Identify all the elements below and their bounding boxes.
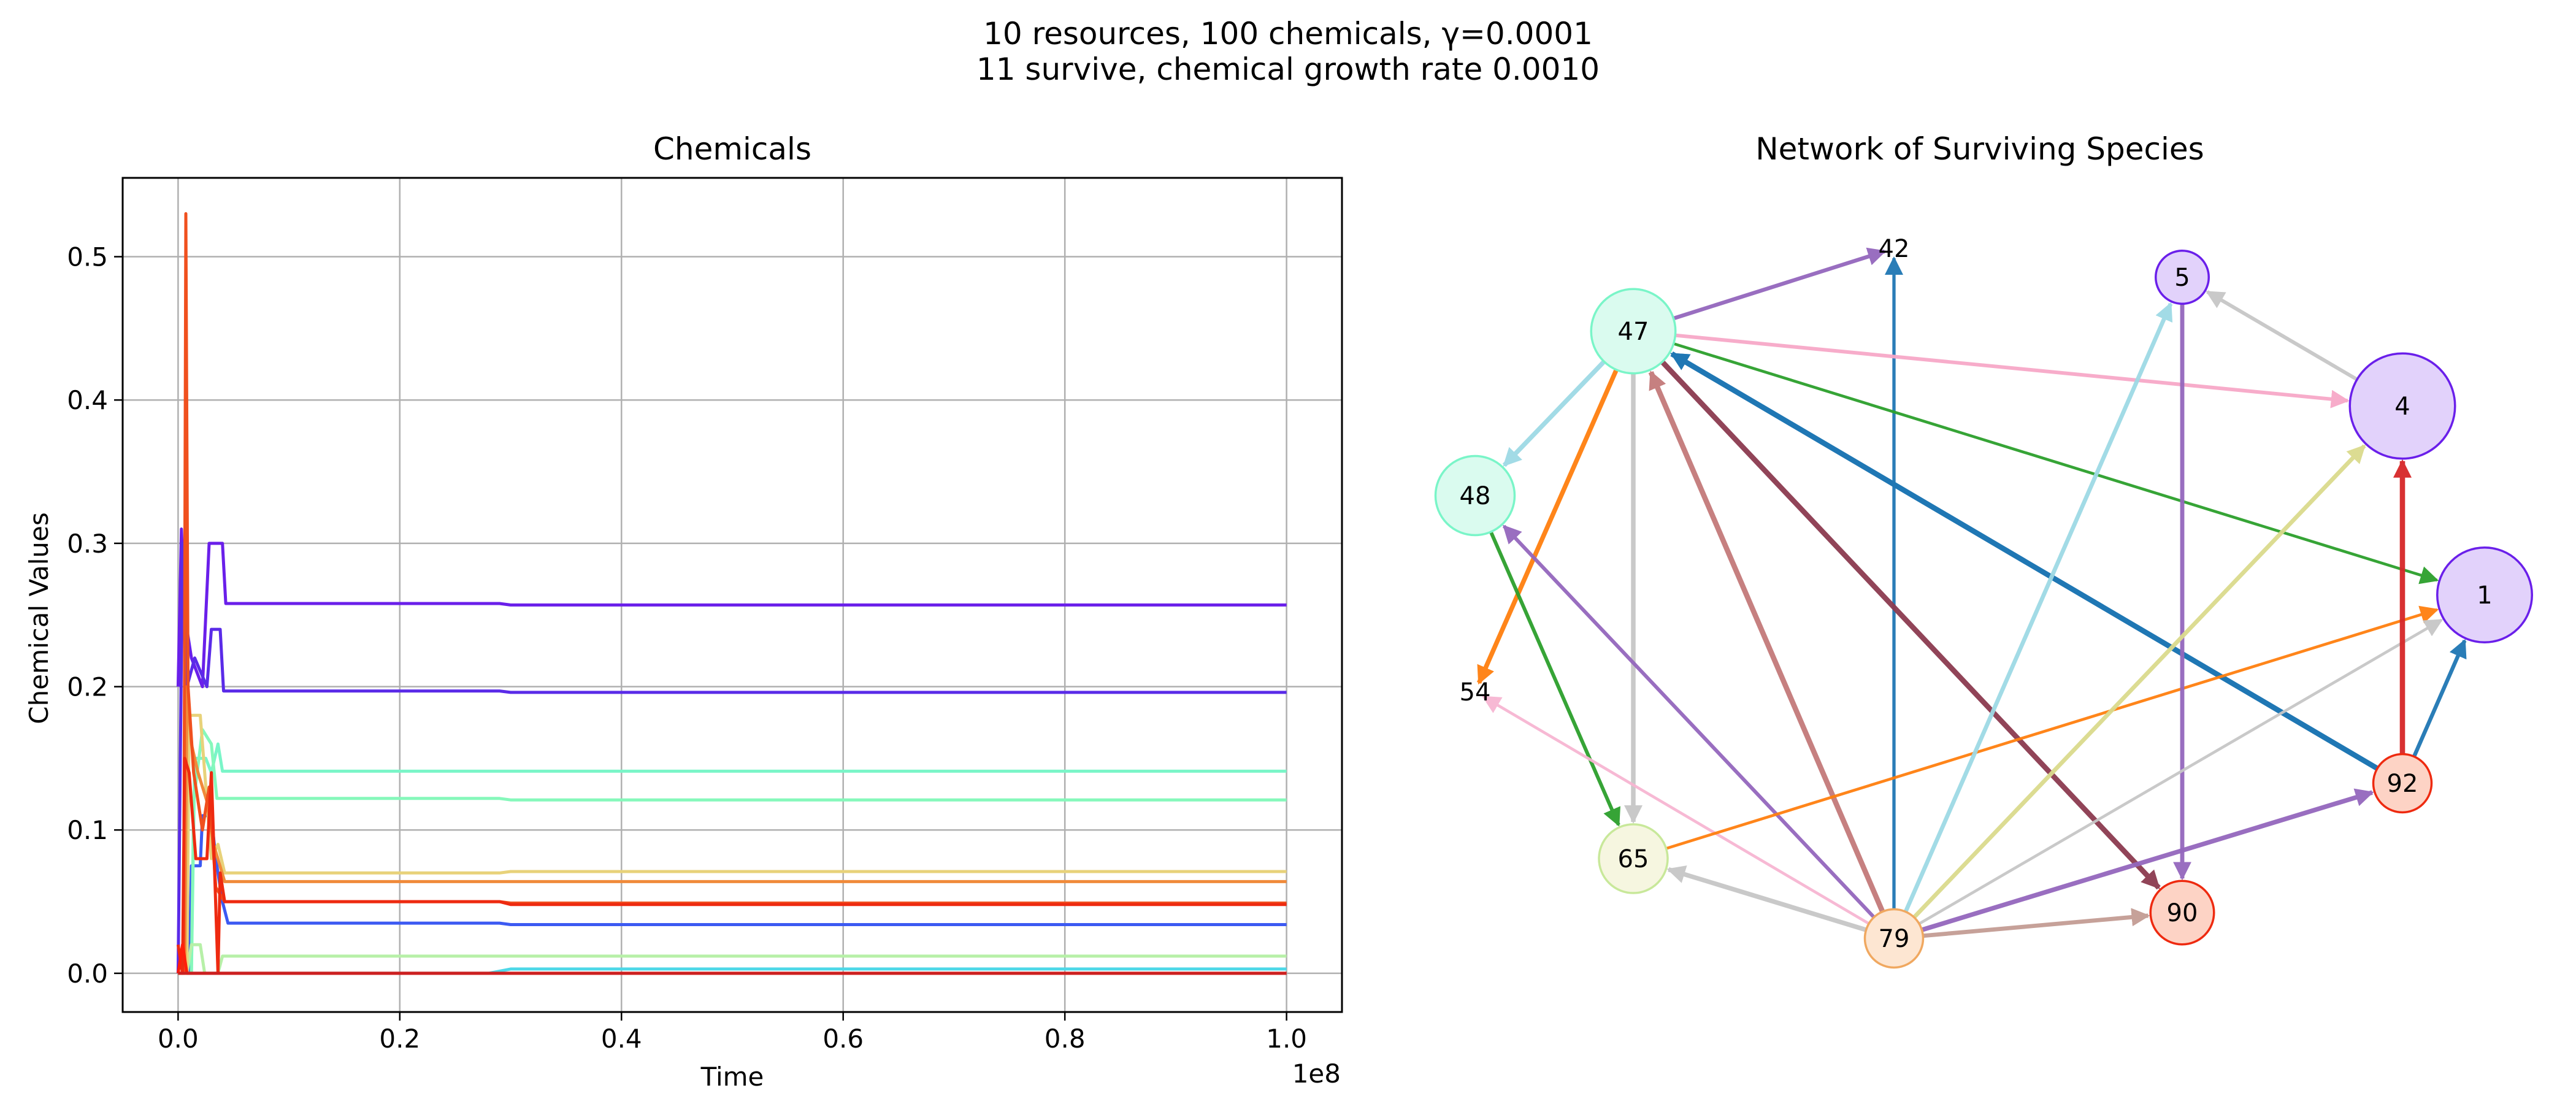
node-label: 42	[1879, 235, 1910, 263]
network-title: Network of Surviving Species	[1755, 131, 2204, 167]
chemical-series-line-9	[178, 685, 1287, 975]
chemicals-chart-title: Chemicals	[653, 131, 811, 167]
chemicals-x-axis-label: Time	[700, 1062, 764, 1092]
network-node-79: 79	[1863, 908, 1925, 969]
network-edge-47-to-90	[1660, 360, 2161, 890]
x-tick-label: 0.4	[601, 1024, 642, 1054]
node-label: 4	[2394, 393, 2410, 421]
node-circle	[1590, 288, 1677, 375]
y-tick-label: 0.1	[67, 815, 108, 845]
network-edge-47-to-42	[1673, 247, 1887, 321]
network-edge-79-to-1	[1918, 618, 2444, 926]
network-edge-48-to-65	[1489, 531, 1620, 827]
chemicals-y-axis-label: Chemical Values	[24, 512, 54, 724]
node-circle	[1863, 908, 1925, 969]
network-edge-79-to-65	[1666, 865, 1867, 932]
x-tick-label: 0.0	[158, 1024, 199, 1054]
chemical-series-line-11	[176, 756, 1287, 975]
network-edge-47-to-1	[1673, 342, 2439, 585]
network-edge-92-to-1	[2412, 638, 2467, 757]
network-edge-65-to-1	[1665, 605, 2439, 850]
node-label: 90	[2167, 899, 2198, 927]
chemicals-x-offset-label: 1e8	[1292, 1059, 1341, 1089]
network-node-1: 1	[2436, 546, 2533, 643]
chemical-series-line-8	[178, 713, 1287, 975]
network-edge-79-to-5	[1903, 302, 2173, 913]
network-node-5: 5	[2155, 250, 2210, 305]
network-node-54: 54	[1460, 678, 1491, 707]
node-label: 48	[1460, 482, 1491, 510]
node-circle	[2372, 753, 2433, 814]
y-tick-label: 0.4	[67, 385, 108, 415]
network-edge-79-to-4	[1912, 444, 2366, 919]
network-node-65: 65	[1598, 823, 1669, 894]
y-tick-label: 0.5	[67, 242, 108, 272]
node-circle	[2436, 546, 2533, 643]
chemicals-series-group	[176, 212, 1287, 975]
node-label: 47	[1618, 318, 1649, 346]
network-node-42: 42	[1879, 235, 1910, 263]
x-tick-label: 0.6	[822, 1024, 864, 1054]
network-node-90: 90	[2149, 880, 2215, 946]
network-node-48: 48	[1434, 454, 1516, 537]
network-edge-47-to-48	[1502, 359, 1606, 467]
node-circle	[1598, 823, 1669, 894]
node-label: 5	[2174, 264, 2190, 292]
chemicals-grid	[123, 178, 1342, 1012]
chemicals-chart: 0.0 0.2 0.4 0.6 0.8 1.0 0.0 0.1 0.2 0.3 0.4 0.5 Che…	[24, 131, 1343, 1092]
figure-title-line1: 10 resources, 100 chemicals, γ=0.0001	[983, 16, 1593, 52]
network-nodes: 42 5 47 4 48 1 54 92 65 90 79	[1434, 235, 2533, 969]
y-tick-label: 0.0	[67, 959, 108, 989]
node-label: 1	[2477, 581, 2492, 610]
x-tick-label: 0.8	[1045, 1024, 1086, 1054]
network-edge-47-to-4	[1675, 333, 2350, 408]
node-circle	[2348, 352, 2456, 460]
network-edge-79-to-90	[1923, 908, 2150, 938]
chemical-series-line-5	[178, 728, 1287, 975]
x-tick-label: 0.2	[379, 1024, 420, 1054]
node-circle	[2155, 250, 2210, 305]
network-node-4: 4	[2348, 352, 2456, 460]
node-label: 54	[1460, 678, 1491, 707]
node-label: 79	[1879, 925, 1910, 953]
x-tick-label: 1.0	[1266, 1024, 1307, 1054]
network-edge-79-to-92	[1921, 788, 2374, 932]
y-tick-label: 0.3	[67, 529, 108, 559]
node-circle	[2149, 880, 2215, 946]
network-edge-47-to-54	[1476, 369, 1619, 685]
node-label: 92	[2387, 770, 2418, 798]
figure-title-line2: 11 survive, chemical growth rate 0.0010	[976, 52, 1600, 87]
node-circle	[1434, 454, 1516, 537]
node-label: 65	[1618, 845, 1649, 873]
network-edge-79-to-54	[1482, 696, 1870, 925]
network-edge-79-to-47	[1648, 370, 1885, 913]
species-network: Network of Surviving Species 42 5 47 4 48 1 54…	[1434, 131, 2533, 969]
network-node-92: 92	[2372, 753, 2433, 814]
y-tick-label: 0.2	[67, 672, 108, 702]
chemicals-plot-frame	[121, 177, 1343, 1013]
network-edge-79-to-48	[1502, 524, 1876, 919]
network-node-47: 47	[1590, 288, 1677, 375]
chemicals-axis-ticks: 0.0 0.2 0.4 0.6 0.8 1.0 0.0 0.1 0.2 0.3 0.4 0.5	[67, 242, 1307, 1054]
network-edges	[1476, 247, 2467, 938]
network-edge-92-to-47	[1670, 351, 2379, 771]
network-edge-4-to-5	[2206, 290, 2358, 381]
